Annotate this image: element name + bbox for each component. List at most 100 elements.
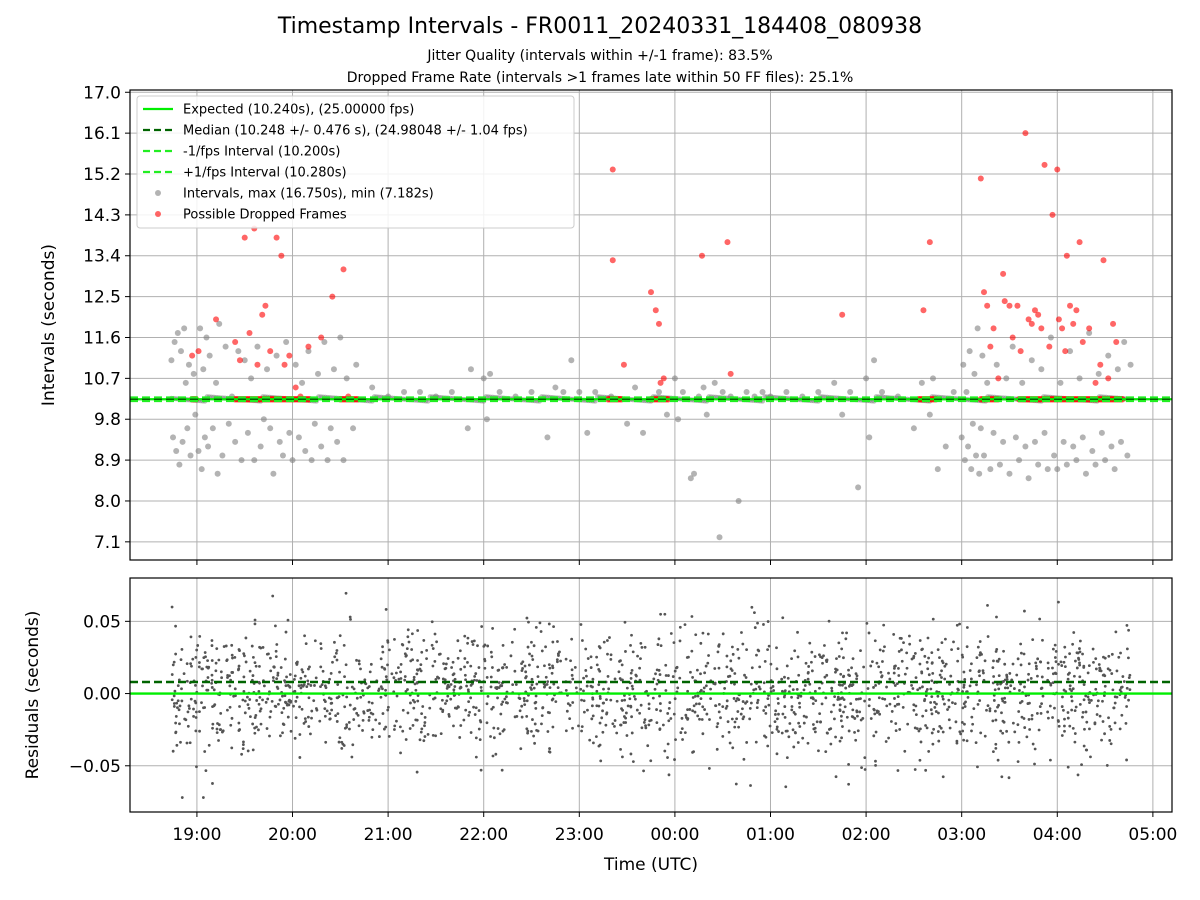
residual-point	[783, 675, 786, 679]
dropped-frame-point	[1000, 270, 1007, 277]
residual-point	[384, 675, 388, 679]
dropped-frame-point	[620, 361, 627, 368]
residual-point	[226, 674, 230, 677]
residual-point	[1051, 666, 1054, 670]
residual-point	[663, 612, 667, 616]
residual-point	[829, 727, 833, 731]
x-tick-label: 00:00	[650, 825, 699, 845]
residual-point	[588, 738, 592, 742]
residual-point	[958, 622, 962, 626]
residual-point	[764, 705, 768, 709]
residual-point	[672, 641, 676, 644]
residual-point	[415, 672, 419, 676]
residual-point	[328, 717, 332, 721]
interval-point	[219, 452, 226, 459]
interval-point	[969, 420, 976, 427]
interval-point	[305, 348, 312, 355]
residual-point	[548, 750, 552, 754]
residual-point	[699, 641, 703, 645]
residual-point	[195, 710, 198, 714]
residual-point	[868, 698, 871, 701]
residual-point	[978, 674, 981, 678]
dropped-frame-point	[1100, 257, 1107, 264]
residual-point	[336, 712, 340, 716]
interval-point	[192, 411, 199, 418]
interval-point	[171, 339, 178, 346]
residual-point	[703, 708, 706, 711]
residual-point	[598, 721, 602, 725]
residual-point	[1023, 685, 1026, 689]
residual-point	[1125, 705, 1129, 708]
residual-point	[187, 704, 191, 708]
residual-point	[840, 736, 843, 740]
residual-point	[733, 682, 736, 686]
residual-point	[458, 736, 462, 739]
residual-point	[532, 734, 536, 738]
interval-point	[984, 379, 991, 386]
interval-point	[1028, 357, 1035, 364]
y-tick-label: 8.0	[94, 492, 121, 512]
residual-point	[767, 644, 771, 648]
residual-point	[197, 665, 201, 669]
residual-point	[569, 659, 572, 663]
residual-point	[953, 702, 957, 706]
dropped-frame-point	[1038, 325, 1045, 332]
residual-point	[238, 728, 242, 731]
residual-point	[690, 615, 694, 618]
residual-point	[289, 700, 292, 704]
residual-point	[423, 715, 427, 719]
residual-point	[386, 640, 390, 644]
residual-point	[758, 687, 762, 691]
residual-point	[1038, 705, 1042, 708]
residual-point	[622, 721, 626, 724]
residual-point	[997, 687, 1001, 691]
residual-point	[630, 731, 634, 735]
residual-point	[897, 650, 901, 653]
residual-point	[992, 659, 995, 663]
residual-point	[795, 687, 799, 691]
residual-point	[930, 712, 934, 716]
residual-point	[1051, 681, 1055, 685]
residual-point	[210, 644, 214, 647]
residual-point	[231, 656, 234, 660]
residual-point	[598, 646, 602, 650]
residual-point	[266, 697, 270, 701]
dropped-frame-point	[329, 293, 336, 300]
residual-point	[962, 683, 966, 687]
residual-point	[589, 666, 593, 669]
residual-point	[258, 695, 262, 699]
residual-point	[1113, 721, 1117, 725]
residual-point	[798, 705, 802, 709]
residual-point	[835, 657, 838, 661]
interval-point	[203, 334, 210, 341]
residual-point	[821, 661, 824, 665]
residual-point	[1081, 711, 1085, 714]
residual-point	[784, 785, 788, 789]
residual-point	[838, 739, 842, 743]
residual-point	[843, 705, 847, 709]
interval-point	[1041, 429, 1048, 436]
residual-point	[469, 731, 473, 734]
residual-point	[903, 672, 907, 676]
residual-point	[1110, 652, 1114, 656]
residual-point	[545, 682, 549, 686]
residual-point	[1019, 642, 1023, 646]
residual-point	[536, 675, 540, 679]
residual-point	[884, 740, 888, 743]
residual-point	[406, 628, 410, 632]
residual-point	[1066, 765, 1070, 769]
residual-point	[525, 727, 529, 731]
interval-point	[1012, 434, 1019, 441]
residual-point	[550, 698, 554, 702]
interval-point	[687, 475, 694, 482]
residual-point	[352, 687, 356, 691]
y-tick-label: 17.0	[83, 83, 121, 103]
residual-point	[925, 726, 929, 730]
legend-entry-label: Median (10.248 +/- 0.476 s), (24.98048 +…	[183, 124, 528, 139]
legend-swatch	[155, 211, 161, 217]
residual-point	[938, 656, 941, 660]
interval-point	[318, 443, 325, 450]
residual-point	[919, 727, 922, 731]
residual-point	[655, 682, 659, 686]
residual-point	[215, 731, 219, 734]
